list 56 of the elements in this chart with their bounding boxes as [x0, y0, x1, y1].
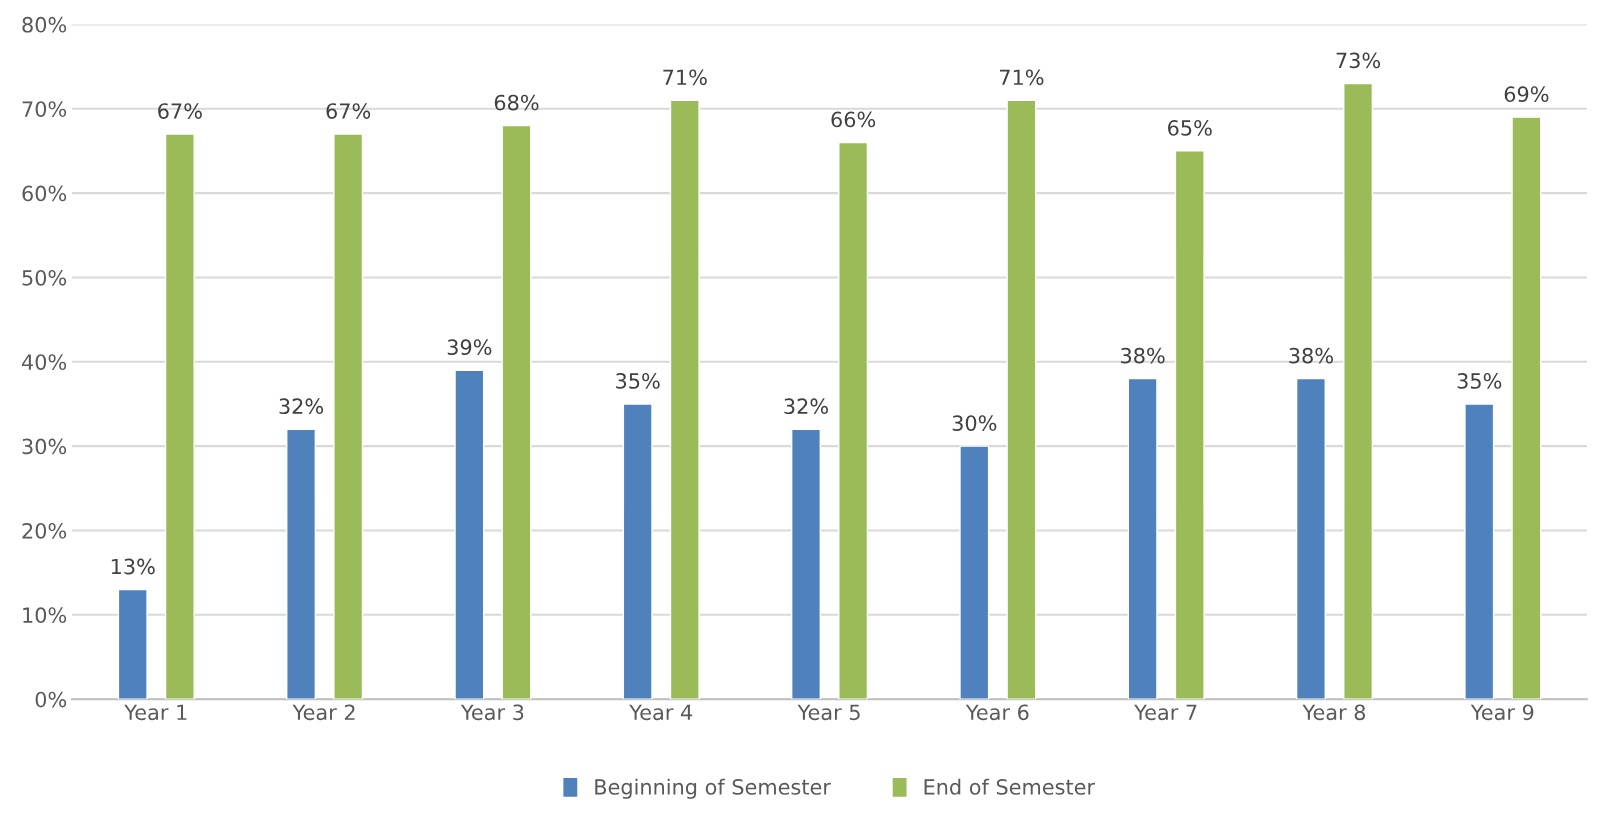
legend-label: End of Semester — [924, 778, 1096, 795]
bar — [1127, 377, 1158, 700]
y-tick-label: 60% — [22, 185, 67, 202]
x-tick-label: Year 7 — [1134, 704, 1197, 721]
data-label: 71% — [663, 69, 707, 86]
data-label: 38% — [1121, 347, 1165, 364]
bar — [1006, 99, 1037, 700]
data-label: 32% — [784, 398, 828, 415]
data-label: 35% — [1457, 373, 1502, 389]
bar — [1174, 150, 1205, 700]
y-tick-label: 70% — [22, 101, 67, 117]
y-tick-label: 10% — [23, 607, 67, 624]
x-tick-label: Year 4 — [629, 704, 693, 721]
data-label: 65% — [1168, 120, 1212, 136]
y-tick-label: 30% — [22, 438, 67, 455]
x-tick-label: Year 1 — [124, 704, 187, 721]
y-tick-label: 0% — [35, 691, 67, 708]
bar — [1464, 403, 1495, 700]
bar — [164, 133, 195, 700]
x-tick-label: Year 9 — [1470, 704, 1534, 721]
bar — [454, 369, 485, 700]
x-tick-label: Year 8 — [1302, 704, 1366, 721]
legend-label: Beginning of Semester — [595, 778, 831, 799]
bar — [1295, 377, 1326, 700]
data-label: 32% — [279, 398, 324, 415]
data-label: 71% — [999, 69, 1044, 86]
y-tick-label: 80% — [22, 16, 67, 33]
bar — [959, 445, 990, 700]
y-tick-label: 50% — [22, 269, 67, 286]
x-tick-label: Year 3 — [460, 704, 524, 721]
bar — [622, 403, 653, 700]
data-label: 67% — [158, 103, 202, 119]
x-tick-label: Year 5 — [797, 704, 860, 721]
bar — [1511, 116, 1542, 700]
bar — [117, 588, 148, 700]
y-tick-label: 40% — [21, 354, 67, 370]
bar — [1343, 82, 1374, 700]
data-label: 30% — [952, 415, 997, 431]
x-tick-label: Year 6 — [965, 704, 1029, 721]
data-label: 38% — [1289, 347, 1333, 364]
bar — [838, 141, 869, 700]
data-label: 66% — [831, 111, 876, 128]
bar — [501, 124, 532, 700]
data-label: 35% — [616, 373, 660, 389]
data-label: 13% — [111, 558, 155, 575]
bar — [333, 133, 364, 700]
y-tick-label: 20% — [22, 522, 67, 539]
x-tick-label: Year 2 — [292, 704, 355, 721]
data-label: 73% — [1336, 52, 1381, 69]
bar — [286, 428, 317, 700]
bar — [790, 428, 821, 700]
data-label: 39% — [447, 339, 492, 356]
data-label: 67% — [326, 103, 371, 119]
bar — [669, 99, 700, 700]
data-label: 68% — [494, 94, 539, 111]
data-label: 69% — [1504, 86, 1549, 103]
